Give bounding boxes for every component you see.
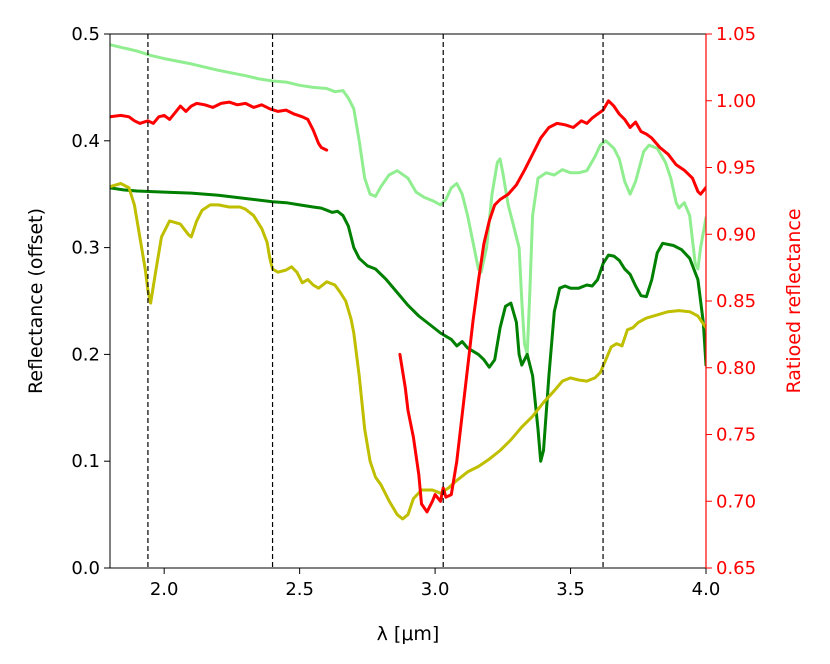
axes-layer <box>109 33 707 569</box>
left-y-tick-label: 0.4 <box>71 131 100 152</box>
x-tick-label: 3.0 <box>421 579 450 600</box>
right-y-tick-label: 0.95 <box>716 158 756 179</box>
right-y-tick-label: 0.80 <box>716 358 756 379</box>
left-y-tick-label: 0.2 <box>71 344 100 365</box>
series-layer <box>110 43 706 521</box>
series-line-2 <box>110 186 706 463</box>
left-y-tick-label: 0.3 <box>71 238 100 259</box>
left-y-tick-label: 0.5 <box>71 24 100 45</box>
right-y-axis-label: Ratioed reflectance <box>783 208 805 393</box>
right-y-tick-label: 0.85 <box>716 291 756 312</box>
series-line-5 <box>398 99 706 514</box>
series-line-3 <box>110 182 706 521</box>
left-y-tick-label: 0.1 <box>71 451 100 472</box>
right-y-tick-label: 0.90 <box>716 224 756 245</box>
right-y-tick-label: 0.65 <box>716 558 756 579</box>
right-y-tick-label: 0.75 <box>716 425 756 446</box>
plot-frame <box>109 33 707 569</box>
right-y-tick-label: 0.70 <box>716 491 756 512</box>
x-axis-label: λ [μm] <box>377 623 440 645</box>
x-tick-label: 2.5 <box>285 579 314 600</box>
reference-lines-layer <box>147 34 604 568</box>
left-y-axis-label: Reflectance (offset) <box>25 208 47 394</box>
x-tick-label: 3.5 <box>556 579 585 600</box>
x-tick-label: 4.0 <box>692 579 721 600</box>
right-y-tick-label: 1.00 <box>716 91 756 112</box>
right-y-axis-ticks: 0.65 0.70 0.75 0.80 0.85 0.90 0.95 1.00 1.05 <box>706 24 756 579</box>
series-line-4 <box>110 100 329 152</box>
x-tick-label: 2.0 <box>150 579 179 600</box>
left-y-tick-label: 0.0 <box>71 558 100 579</box>
x-axis-ticks: 2.0 2.5 3.0 3.5 4.0 <box>150 568 720 600</box>
right-y-tick-label: 1.05 <box>716 24 756 45</box>
series-line-1 <box>110 43 706 356</box>
left-y-axis-ticks: 0.0 0.1 0.2 0.3 0.4 0.5 <box>71 24 110 579</box>
